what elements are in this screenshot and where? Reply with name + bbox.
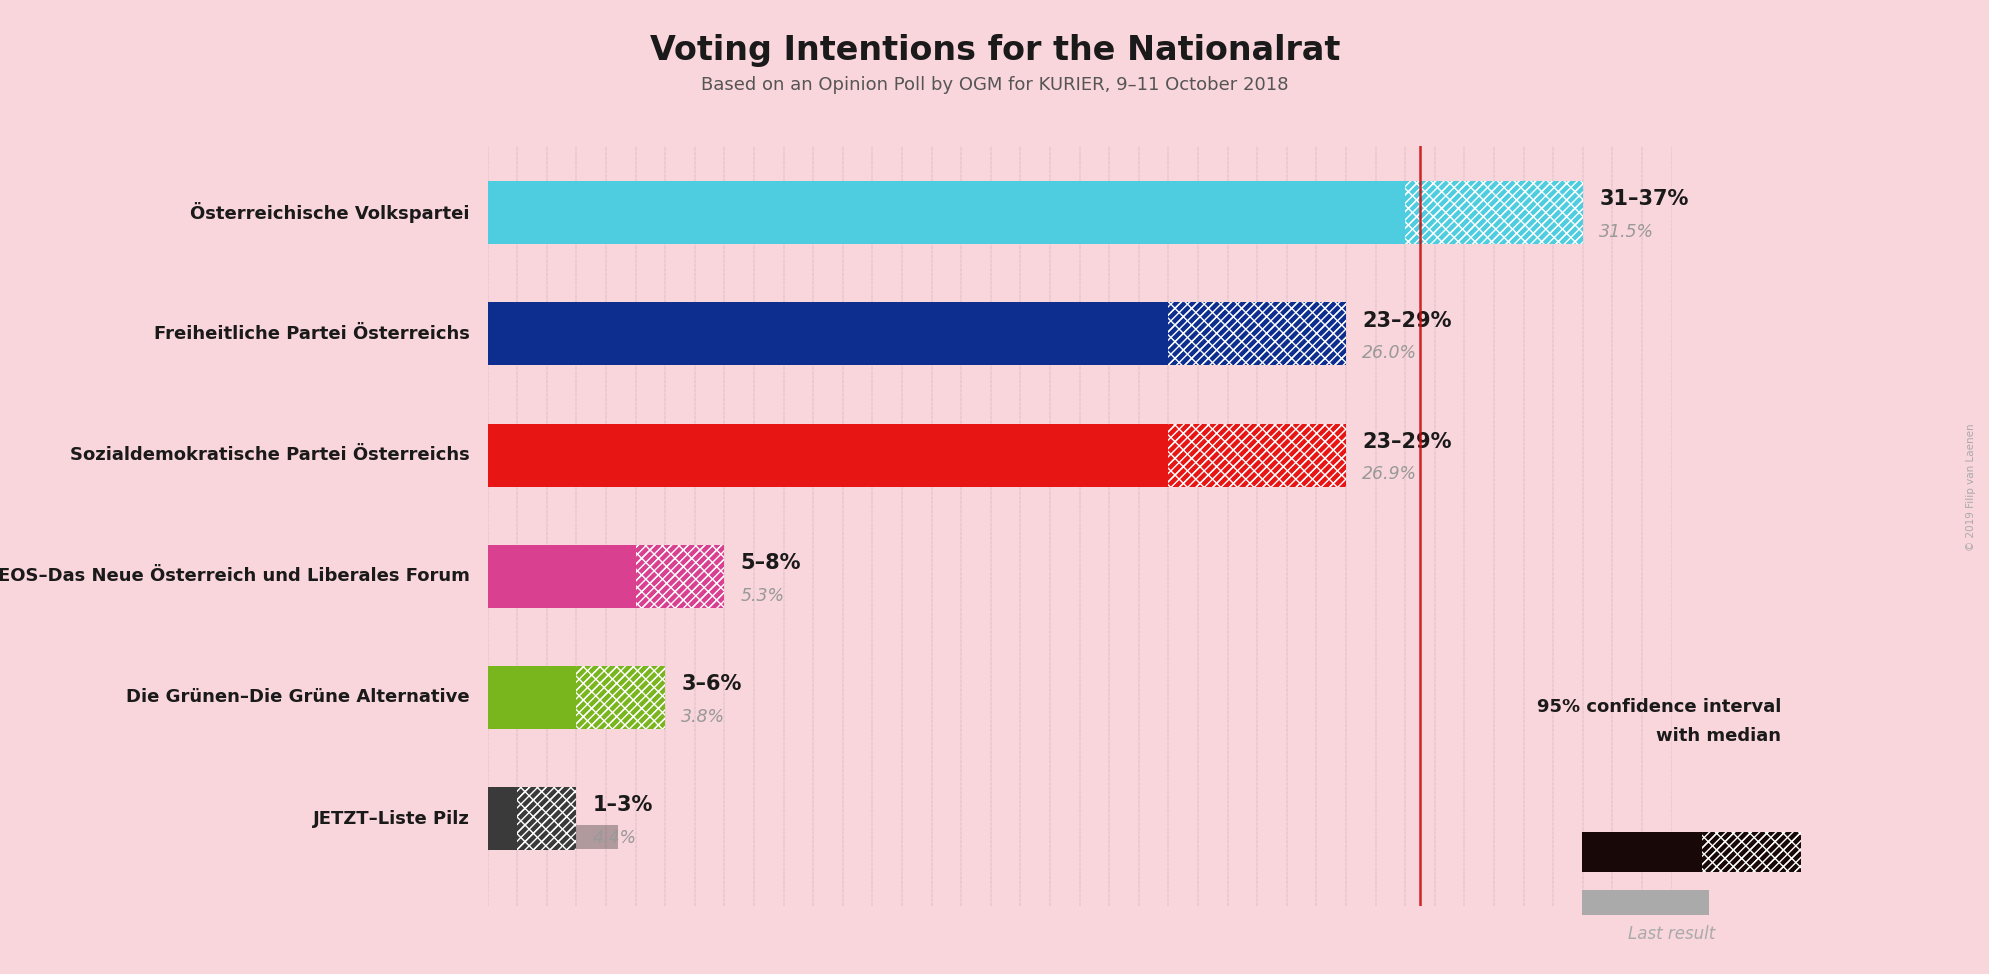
- Text: 3–6%: 3–6%: [680, 674, 742, 694]
- Text: 23–29%: 23–29%: [1362, 311, 1452, 330]
- Bar: [487, 825, 617, 849]
- Text: Österreichische Volkspartei: Österreichische Volkspartei: [191, 203, 469, 223]
- Text: Sozialdemokratische Partei Österreichs: Sozialdemokratische Partei Österreichs: [70, 446, 469, 464]
- Bar: [634, 544, 724, 608]
- Bar: [1168, 424, 1345, 487]
- Bar: [1168, 302, 1345, 365]
- Bar: [577, 666, 664, 729]
- Text: 5–8%: 5–8%: [740, 553, 802, 573]
- Bar: [1168, 302, 1345, 365]
- Bar: [634, 544, 724, 608]
- Bar: [1404, 181, 1581, 244]
- Text: 26.9%: 26.9%: [1362, 466, 1416, 483]
- Text: 26.0%: 26.0%: [1362, 344, 1416, 362]
- Text: 4.4%: 4.4%: [593, 829, 636, 847]
- Bar: [487, 424, 1168, 487]
- Text: 5.3%: 5.3%: [740, 586, 784, 605]
- Text: 3.8%: 3.8%: [680, 708, 726, 726]
- Bar: [487, 302, 1168, 365]
- Bar: [517, 787, 577, 850]
- Bar: [517, 787, 577, 850]
- Bar: [487, 461, 1283, 485]
- Text: Freiheitliche Partei Österreichs: Freiheitliche Partei Österreichs: [153, 325, 469, 343]
- Bar: [487, 544, 634, 608]
- Bar: [487, 666, 577, 729]
- Text: with median: with median: [1655, 728, 1780, 745]
- Text: JETZT–Liste Pilz: JETZT–Liste Pilz: [312, 809, 469, 828]
- Bar: [487, 787, 517, 850]
- Text: NEOS–Das Neue Österreich und Liberales Forum: NEOS–Das Neue Österreich und Liberales F…: [0, 567, 469, 585]
- Text: 31–37%: 31–37%: [1599, 189, 1687, 209]
- Bar: [1404, 181, 1581, 244]
- Text: © 2019 Filip van Laenen: © 2019 Filip van Laenen: [1965, 423, 1975, 551]
- Bar: [634, 544, 724, 608]
- Text: Die Grünen–Die Grüne Alternative: Die Grünen–Die Grüne Alternative: [125, 689, 469, 706]
- Bar: [1703, 832, 1800, 872]
- Text: 31.5%: 31.5%: [1599, 223, 1653, 242]
- Bar: [487, 703, 601, 728]
- Bar: [487, 181, 1404, 244]
- Text: Voting Intentions for the Nationalrat: Voting Intentions for the Nationalrat: [650, 34, 1339, 67]
- Bar: [1168, 424, 1345, 487]
- Text: 23–29%: 23–29%: [1362, 431, 1452, 452]
- Bar: [1581, 890, 1709, 916]
- Bar: [577, 666, 664, 729]
- Bar: [1404, 181, 1581, 244]
- Bar: [487, 582, 644, 607]
- Text: Last result: Last result: [1627, 925, 1715, 943]
- Bar: [487, 219, 1420, 244]
- Text: Based on an Opinion Poll by OGM for KURIER, 9–11 October 2018: Based on an Opinion Poll by OGM for KURI…: [700, 76, 1289, 94]
- Bar: [1168, 302, 1345, 365]
- Bar: [517, 787, 577, 850]
- Bar: [1168, 424, 1345, 487]
- Bar: [1703, 832, 1800, 872]
- Bar: [1581, 832, 1703, 872]
- Bar: [487, 340, 1257, 364]
- Text: 95% confidence interval: 95% confidence interval: [1536, 698, 1780, 716]
- Bar: [577, 666, 664, 729]
- Text: 1–3%: 1–3%: [593, 795, 652, 815]
